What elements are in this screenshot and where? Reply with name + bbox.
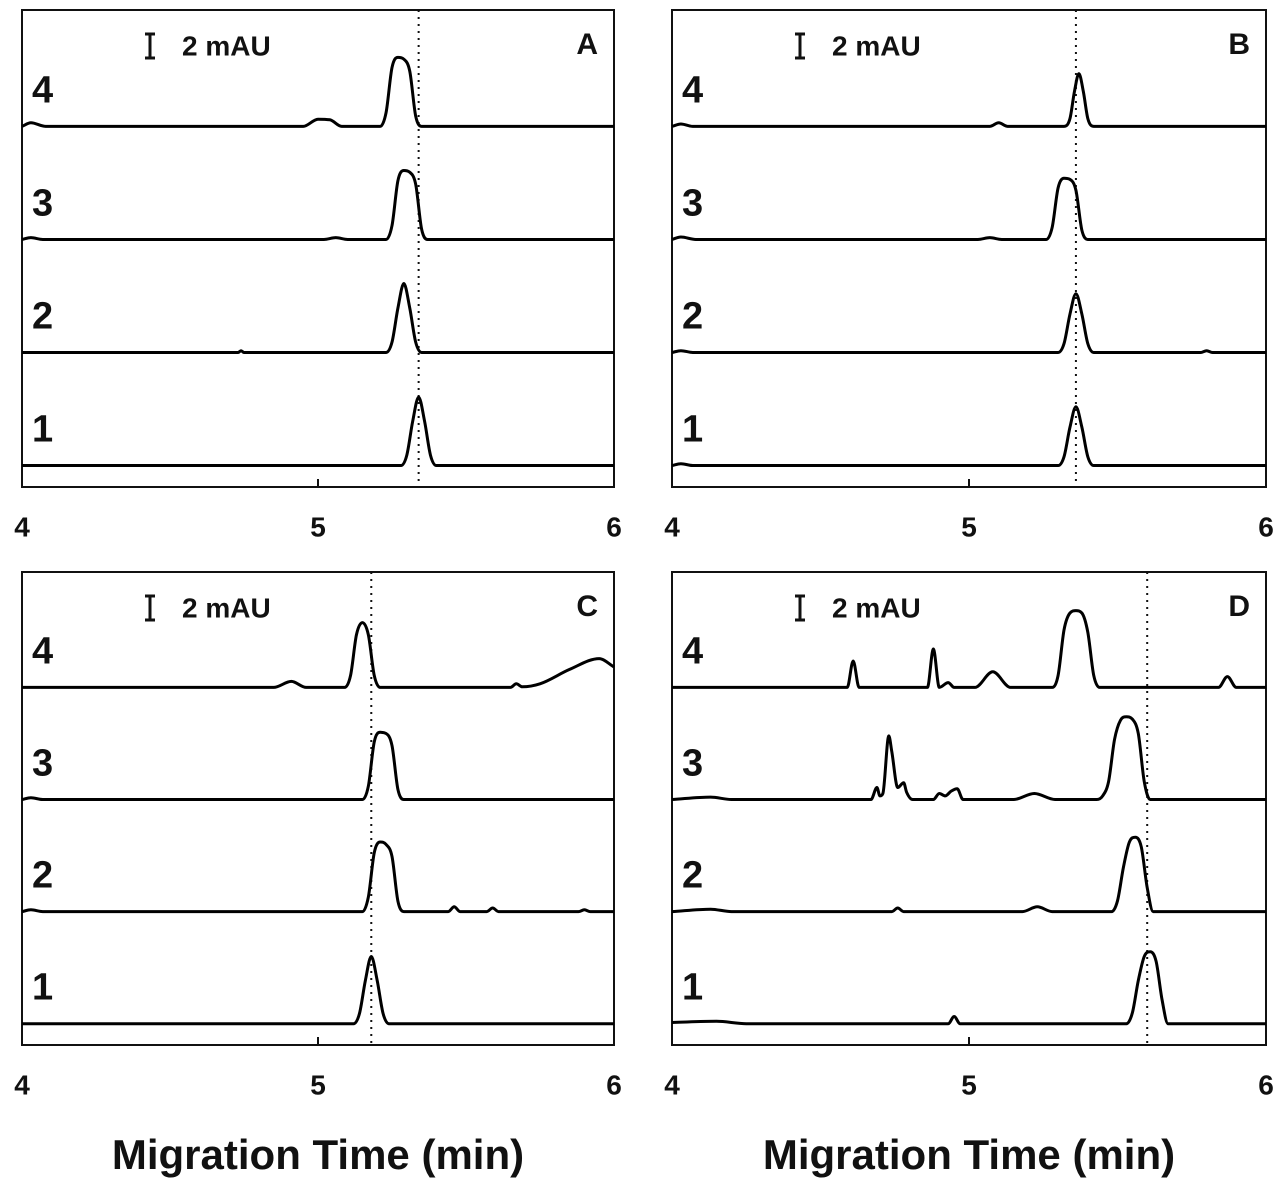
trace-label: 3 (682, 182, 703, 224)
trace (21, 955, 614, 1026)
trace-label: 4 (32, 630, 53, 672)
scale-bar-label: 2 mAU (182, 592, 271, 623)
trace (671, 72, 1266, 128)
trace (21, 840, 614, 914)
trace-label: 2 (682, 296, 703, 338)
scale-bar (145, 594, 155, 622)
scale-bar-label: 2 mAU (832, 30, 921, 61)
panel-label: D (1228, 590, 1250, 623)
trace-label: 2 (682, 855, 703, 897)
trace (22, 281, 614, 354)
x-tick-label: 4 (14, 511, 30, 542)
trace (22, 395, 614, 468)
trace (672, 609, 1266, 689)
trace (21, 168, 614, 241)
scale-bar (145, 32, 155, 60)
x-axis-label: Migration Time (min) (112, 1131, 524, 1178)
trace-label: 2 (32, 296, 53, 338)
x-tick-label: 6 (606, 1069, 622, 1100)
x-tick-label: 6 (1258, 1069, 1274, 1100)
trace (671, 405, 1266, 468)
plot-frame (671, 571, 1267, 1046)
trace-label: 3 (32, 182, 53, 224)
x-tick-label: 4 (664, 511, 680, 542)
trace (671, 950, 1266, 1026)
x-tick-label: 6 (1258, 511, 1274, 542)
trace (671, 176, 1266, 241)
trace-label: 4 (682, 630, 703, 672)
scale-bar-label: 2 mAU (182, 30, 271, 61)
scale-bar (795, 32, 805, 60)
x-tick-label: 5 (310, 511, 326, 542)
x-tick-label: 5 (961, 511, 977, 542)
plot-frame (21, 9, 615, 488)
trace (671, 715, 1266, 802)
trace-label: 3 (682, 743, 703, 785)
x-tick-label: 5 (310, 1069, 326, 1100)
plot-frame (21, 571, 615, 1046)
trace-label: 1 (32, 409, 53, 451)
scale-bar (795, 594, 805, 622)
plot-frame (671, 9, 1267, 488)
x-tick-label: 6 (606, 511, 622, 542)
trace (671, 835, 1266, 914)
trace (21, 55, 614, 128)
panel-label: B (1228, 28, 1250, 61)
x-tick-label: 4 (14, 1069, 30, 1100)
trace-label: 1 (32, 967, 53, 1009)
x-tick-label: 5 (961, 1069, 977, 1100)
scale-bar-label: 2 mAU (832, 592, 921, 623)
panel-label: A (576, 28, 598, 61)
trace-label: 1 (682, 409, 703, 451)
panel-label: C (576, 590, 598, 623)
x-axis-label: Migration Time (min) (763, 1131, 1175, 1178)
trace-label: 2 (32, 855, 53, 897)
trace-label: 1 (682, 967, 703, 1009)
trace (21, 730, 614, 802)
trace (22, 621, 615, 689)
trace-label: 4 (682, 69, 703, 111)
trace (671, 292, 1266, 354)
trace-label: 4 (32, 69, 53, 111)
x-tick-label: 4 (664, 1069, 680, 1100)
trace-label: 3 (32, 743, 53, 785)
